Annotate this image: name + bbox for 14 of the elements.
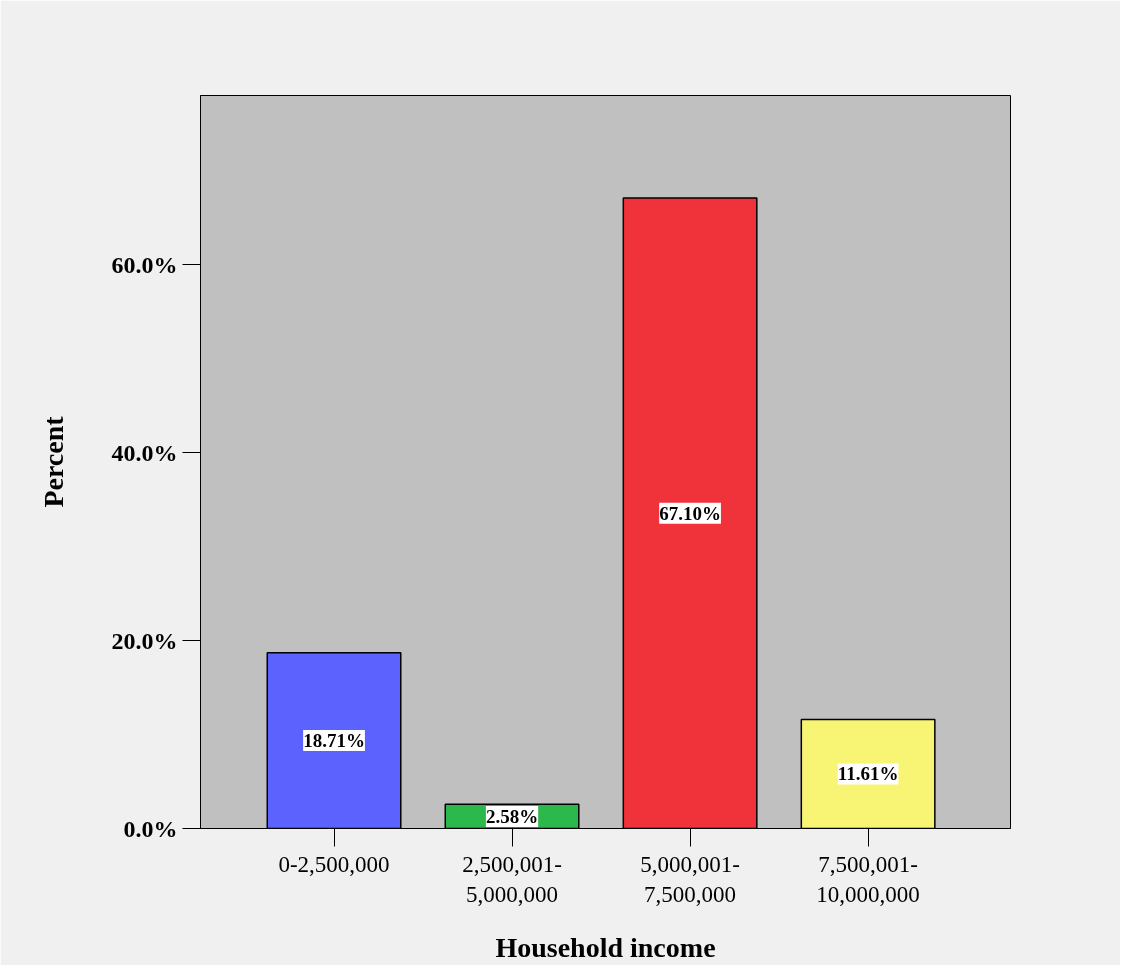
y-tick-label: 40.0% [111, 439, 178, 466]
y-tick-label: 0.0% [123, 815, 178, 842]
data-label: 11.61% [837, 763, 899, 785]
x-axis-title: Household income [495, 931, 716, 963]
y-axis-title: Percent [37, 415, 69, 508]
y-tick-label: 20.0% [111, 627, 178, 654]
y-tick-label: 60.0% [111, 251, 178, 278]
x-tick-label: 5,000,001- 7,500,000 [640, 851, 740, 907]
data-label: 67.10% [659, 502, 721, 524]
x-tick-label: 2,500,001- 5,000,000 [462, 851, 562, 907]
data-label: 18.71% [303, 730, 365, 752]
data-label: 2.58% [485, 805, 539, 827]
x-tick-label: 7,500,001- 10,000,000 [816, 851, 920, 907]
x-tick-label: 0-2,500,000 [278, 851, 390, 877]
